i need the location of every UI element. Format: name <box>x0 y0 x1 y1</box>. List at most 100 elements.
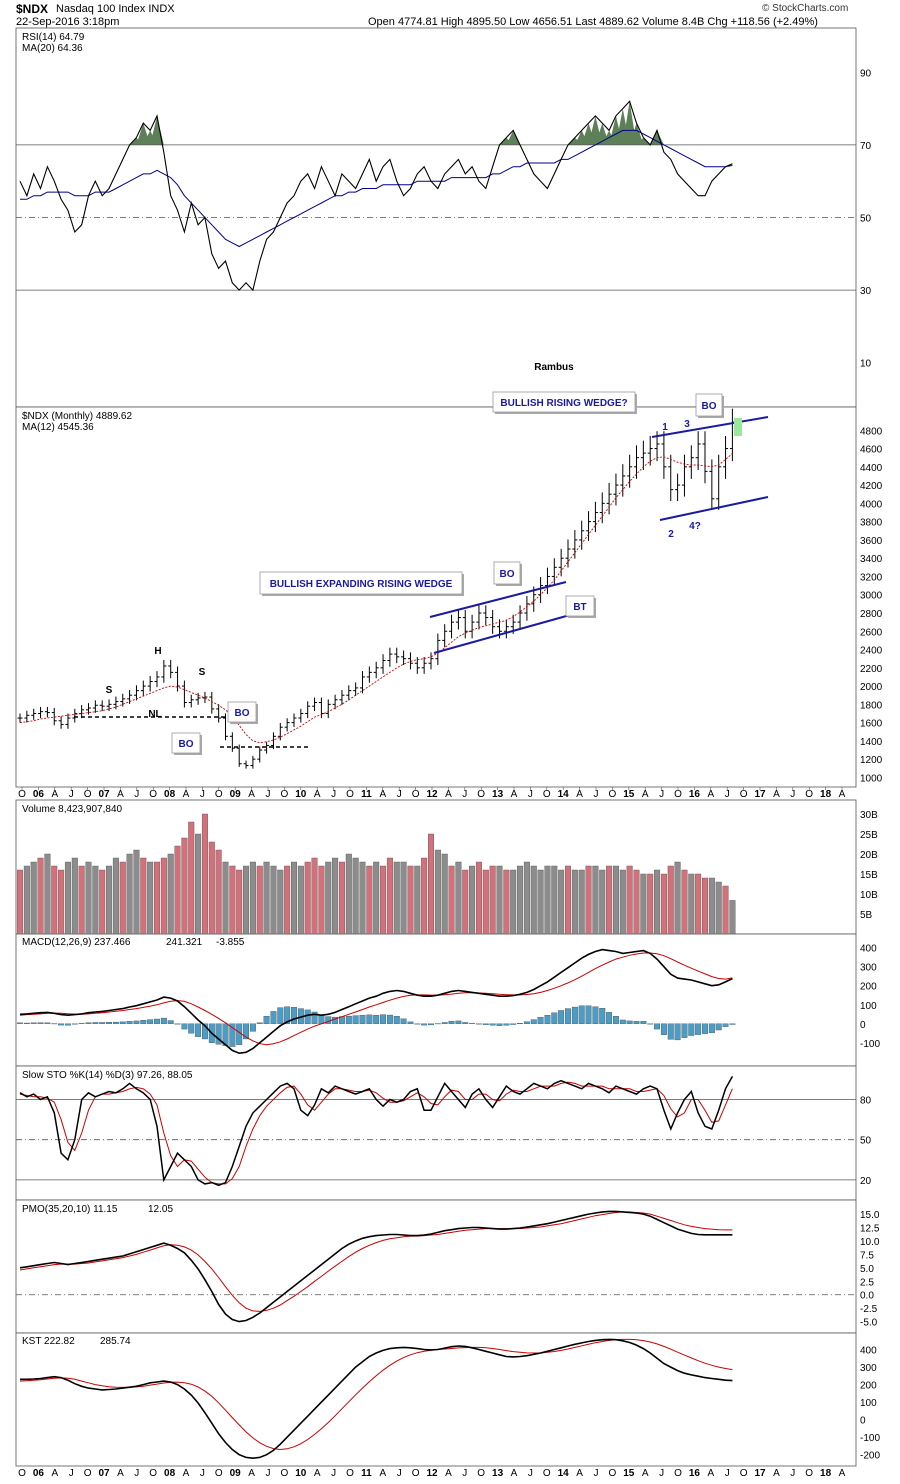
time-axis-label: 15 <box>623 789 635 800</box>
macd-histogram-bar <box>167 1020 174 1024</box>
macd-histogram-bar <box>386 1014 393 1024</box>
macd-histogram-bar <box>702 1023 708 1034</box>
time-axis-label: 14 <box>558 1468 570 1479</box>
time-axis-label: O <box>18 1468 26 1479</box>
time-axis-label: J <box>69 789 74 800</box>
macd-histogram-bar <box>510 1023 517 1025</box>
volume-bar <box>23 865 30 935</box>
volume-bar <box>729 900 736 935</box>
macd-histogram-bar <box>112 1021 119 1024</box>
macd-histogram-bar <box>181 1023 188 1030</box>
volume-bar <box>702 877 709 935</box>
macd-histogram-bar <box>722 1023 729 1027</box>
volume-bar <box>407 865 414 935</box>
pmo-tick-label: 12.5 <box>860 1224 880 1235</box>
time-axis-label: O <box>84 789 92 800</box>
macd-histogram-bar <box>660 1023 667 1035</box>
macd-histogram-bar <box>537 1016 544 1024</box>
volume-bar <box>249 861 256 935</box>
macd-histogram-bar <box>147 1019 154 1024</box>
volume-bar <box>58 869 65 935</box>
chart-header: $NDX Nasdaq 100 Index INDX 22-Sep-2016 3… <box>0 0 900 28</box>
time-axis-label: 08 <box>164 789 176 800</box>
volume-bar <box>626 865 633 935</box>
time-axis-label: O <box>149 1468 157 1479</box>
volume-bar <box>441 853 448 935</box>
time-axis-label: J <box>790 1468 795 1479</box>
time-axis-label: 13 <box>492 789 504 800</box>
time-axis-label: A <box>707 1468 714 1479</box>
macd-histogram-bar <box>695 1023 702 1035</box>
macd-histogram-bar <box>133 1020 140 1024</box>
volume-bar <box>708 877 715 935</box>
volume-bar <box>78 865 85 935</box>
sto-tick-label: 50 <box>860 1136 872 1147</box>
volume-bar <box>558 869 565 935</box>
time-axis-label: 16 <box>689 1468 701 1479</box>
wedge2-upper-line <box>651 416 769 438</box>
time-axis-label: 11 <box>361 789 372 800</box>
time-axis-label: 06 <box>33 1468 45 1479</box>
volume-bar <box>585 865 592 935</box>
macd-histogram-bar <box>489 1023 496 1026</box>
volume-bar <box>222 861 229 935</box>
kst-tick-label: 100 <box>860 1398 877 1409</box>
volume-bar <box>133 849 140 935</box>
volume-bar <box>715 881 722 935</box>
time-axis-label: A <box>707 789 714 800</box>
rsi-tick-label: 90 <box>860 68 872 79</box>
time-axis-label: J <box>659 789 664 800</box>
price-tick-label: 1200 <box>860 755 883 766</box>
macd-histogram-bar <box>585 1005 592 1024</box>
macd-histogram-bar <box>421 1023 428 1026</box>
volume-bar <box>304 861 311 935</box>
bt-note-label: BT <box>573 602 586 613</box>
macd-histogram-bar <box>44 1022 51 1024</box>
macd-tick-label: 100 <box>860 1001 877 1012</box>
macd-histogram-bar <box>23 1022 30 1024</box>
price-legend: $NDX (Monthly) 4889.62 <box>22 411 132 422</box>
volume-bar <box>503 869 510 935</box>
macd-histogram-bar <box>359 1015 366 1024</box>
macd-histogram-bar <box>729 1023 736 1025</box>
macd-histogram-bar <box>92 1022 99 1024</box>
volume-bar <box>270 865 277 935</box>
macd-histogram-bar <box>654 1023 660 1030</box>
time-axis-label: O <box>149 789 157 800</box>
price-tick-label: 2200 <box>860 664 883 675</box>
time-axis-label: 12 <box>426 1468 438 1479</box>
price-tick-label: 2000 <box>860 682 883 693</box>
volume-legend: Volume 8,423,907,840 <box>22 804 123 815</box>
price-tick-label: 1000 <box>860 773 883 784</box>
price-tick-label: 3200 <box>860 572 883 583</box>
volume-bar <box>359 861 366 935</box>
time-axis-label: J <box>725 789 730 800</box>
time-axis-label: J <box>397 789 402 800</box>
volume-tick-label: 15B <box>860 870 878 881</box>
volume-bar <box>674 861 681 935</box>
price-ma-line <box>19 453 733 744</box>
time-axis-label: O <box>543 1468 551 1479</box>
volume-bar <box>695 873 702 935</box>
volume-bar <box>688 873 695 935</box>
macd-histogram-bar <box>201 1023 208 1040</box>
time-axis-label: A <box>51 1468 58 1479</box>
volume-bar <box>619 869 626 935</box>
volume-bar <box>106 865 113 935</box>
macd-histogram-bar <box>681 1023 688 1038</box>
time-axis-label: J <box>725 1468 730 1479</box>
time-axis-label: O <box>281 789 289 800</box>
time-axis-label: A <box>576 1468 583 1479</box>
macd-histogram-bar <box>428 1023 434 1026</box>
time-axis-label: O <box>412 1468 420 1479</box>
time-axis-label: 06 <box>33 789 45 800</box>
pmo-tick-label: 15.0 <box>860 1210 880 1221</box>
macd-histogram-bar <box>256 1022 263 1024</box>
index-name: Nasdaq 100 Index INDX <box>56 3 175 15</box>
expanding-wedge-note-box <box>259 571 463 595</box>
macd-histogram-bar <box>544 1015 551 1024</box>
sto-tick-label: 80 <box>860 1096 872 1107</box>
macd-histogram-bar <box>640 1021 647 1024</box>
bo-note-2016-label: BO <box>702 401 717 412</box>
brand-watermark: © StockCharts.com <box>762 3 849 14</box>
